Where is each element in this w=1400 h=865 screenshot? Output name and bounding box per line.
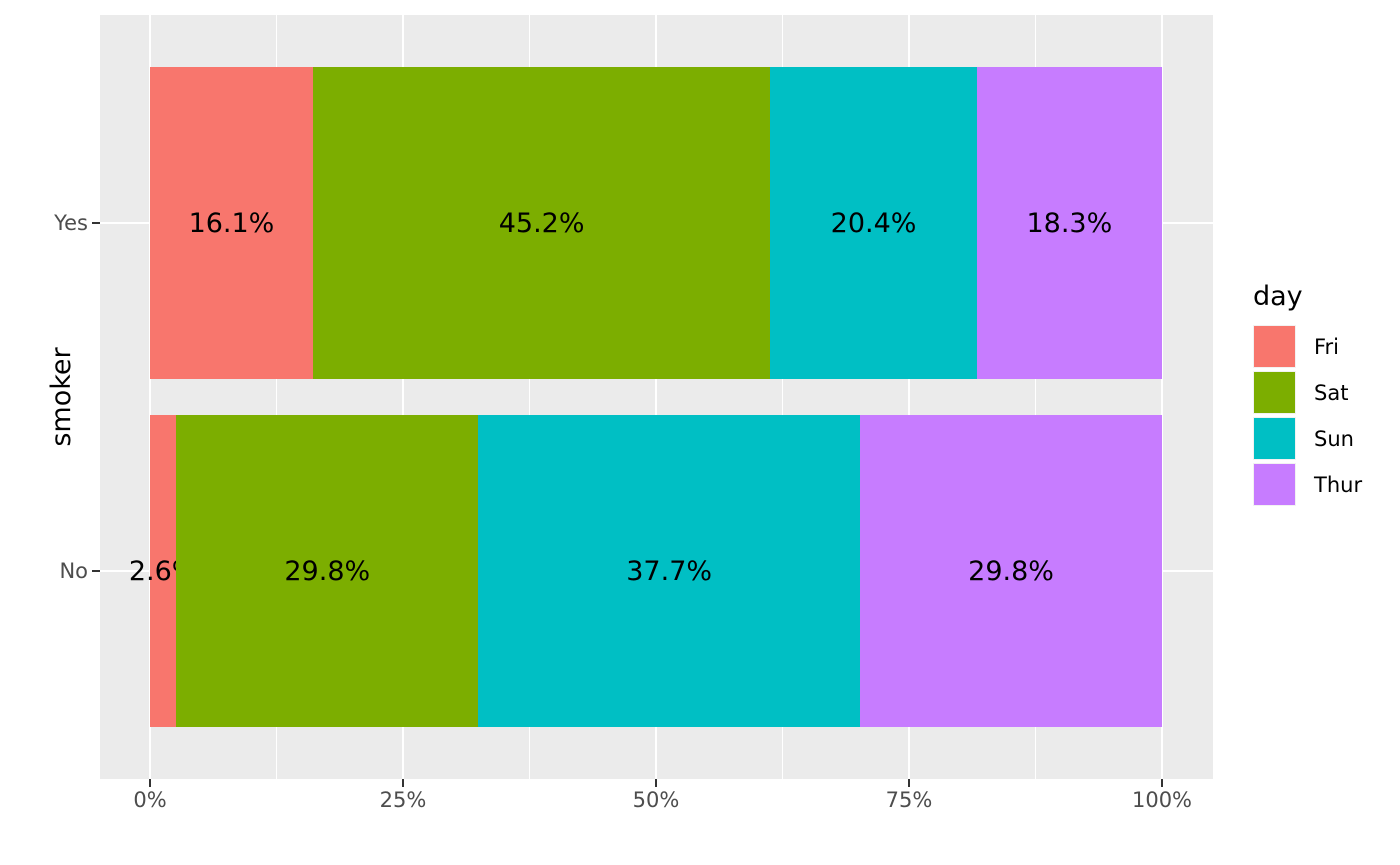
bar-row-yes: 16.1% 45.2% 20.4% 18.3%	[150, 67, 1162, 379]
bar-segment-sat: 45.2%	[312, 67, 771, 379]
gridline-major	[654, 15, 658, 779]
legend-title: day	[1253, 281, 1303, 312]
bar-row-no: 2.6% 29.8% 37.7% 29.8%	[129, 415, 1162, 727]
gridline-minor	[781, 15, 784, 779]
bar-segment-label: 45.2%	[498, 207, 585, 239]
bar-segment-sun: 20.4%	[770, 67, 977, 379]
y-tick-mark	[92, 570, 100, 572]
x-tick-mark	[1161, 779, 1163, 787]
legend-key	[1253, 417, 1296, 460]
plot-panel: 16.1% 45.2% 20.4% 18.3% 2.6% 29.8% 37.7% 29.8%	[100, 15, 1213, 779]
legend-key	[1253, 463, 1296, 506]
gridline-major	[401, 15, 405, 779]
x-tick-label: 25%	[379, 788, 427, 812]
legend-key-swatch	[1254, 464, 1295, 505]
legend-key-swatch	[1254, 418, 1295, 459]
y-tick-label: No	[59, 559, 88, 583]
bar-segment-thur: 18.3%	[976, 67, 1162, 379]
legend-key	[1253, 371, 1296, 414]
x-tick-mark	[908, 779, 910, 787]
bar-segment-sat: 29.8%	[176, 415, 479, 727]
gridline-minor	[528, 15, 531, 779]
gridline-minor	[275, 15, 278, 779]
legend-entry-label: Sun	[1314, 426, 1354, 451]
x-tick-mark	[655, 779, 657, 787]
gridline-major	[907, 15, 911, 779]
legend-key	[1253, 325, 1296, 368]
bar-segment-label: 29.8%	[284, 555, 371, 587]
legend-entries: Fri Sat Sun Thur	[1253, 325, 1362, 506]
x-tick-label: 0%	[133, 788, 167, 812]
bar-segment-label: 20.4%	[830, 207, 917, 239]
gridline-major	[148, 15, 152, 779]
legend-entry-fri: Fri	[1253, 325, 1362, 368]
bar-segment-fri: 16.1%	[150, 67, 313, 379]
bar-segment-label: 16.1%	[188, 207, 275, 239]
bar-segment-fri: 2.6%	[129, 415, 197, 727]
legend: day Fri Sat Sun Thur	[1253, 281, 1362, 509]
bar-segment-sun: 37.7%	[478, 415, 861, 727]
x-tick-mark	[149, 779, 151, 787]
legend-key-swatch	[1254, 326, 1295, 367]
x-tick-mark	[402, 779, 404, 787]
legend-entry-label: Fri	[1314, 334, 1340, 359]
bar-segment-thur: 29.8%	[860, 415, 1162, 727]
y-axis-title: smoker	[46, 347, 78, 447]
x-tick-label: 100%	[1131, 788, 1193, 812]
bar-segment-label: 37.7%	[626, 555, 713, 587]
legend-entry-thur: Thur	[1253, 463, 1362, 506]
bar-segment-label: 29.8%	[968, 555, 1054, 587]
x-tick-label: 50%	[632, 788, 680, 812]
x-tick-label: 75%	[885, 788, 933, 812]
legend-entry-label: Thur	[1314, 472, 1363, 497]
legend-entry-sat: Sat	[1253, 371, 1362, 414]
gridline-minor	[1034, 15, 1037, 779]
bar-segment-label: 18.3%	[1026, 207, 1113, 239]
gridline-major	[1160, 15, 1164, 779]
legend-entry-sun: Sun	[1253, 417, 1362, 460]
legend-key-swatch	[1254, 372, 1295, 413]
y-tick-label: Yes	[54, 211, 88, 235]
legend-entry-label: Sat	[1314, 380, 1349, 405]
y-tick-mark	[92, 222, 100, 224]
